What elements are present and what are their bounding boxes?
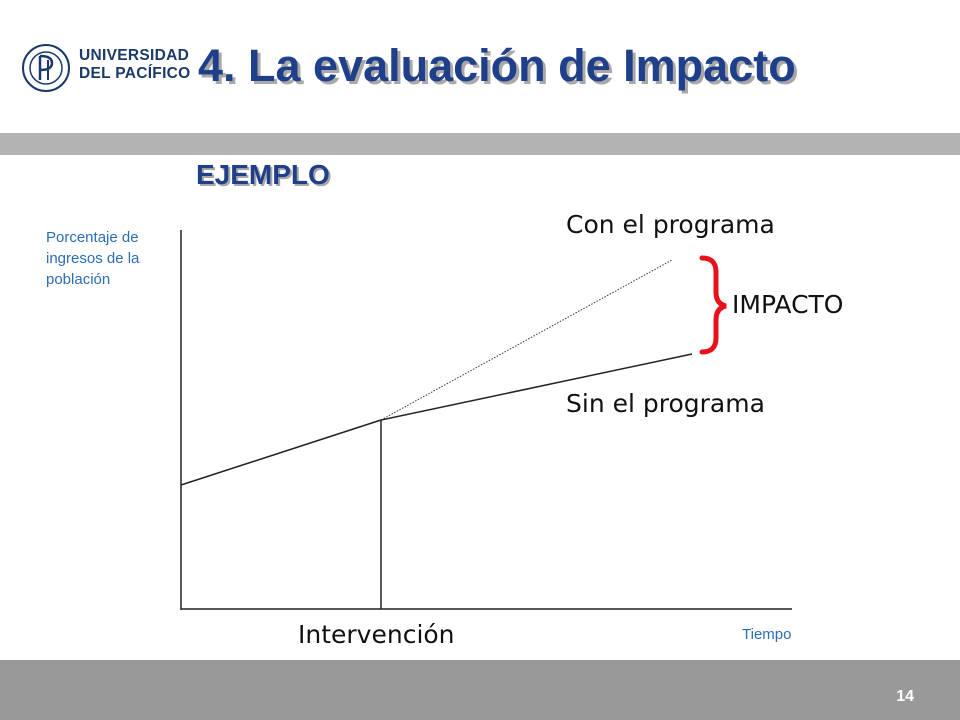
logo-line-2: DEL PACÍFICO (79, 65, 191, 82)
impact-label: IMPACTO (732, 290, 844, 319)
logo-line-1: UNIVERSIDAD (79, 47, 190, 64)
without-program-line (380, 353, 693, 421)
footer-bar: 14 (0, 660, 960, 720)
x-axis-label: Tiempo (742, 626, 792, 643)
header-band (0, 133, 960, 155)
university-seal-icon (22, 44, 70, 92)
with-program-line (380, 259, 673, 421)
slide-title: 4. La evaluación de Impacto (198, 40, 796, 91)
intervention-label: Intervención (298, 620, 455, 649)
page-number: 14 (896, 688, 914, 705)
without-program-label: Sin el programa (566, 389, 765, 418)
impact-brace (699, 255, 727, 355)
university-logo: UNIVERSIDAD DEL PACÍFICO (22, 42, 190, 98)
slide-subtitle: EJEMPLO (196, 159, 330, 190)
y-axis-label: Porcentaje de ingresos de la población (46, 229, 140, 288)
baseline-trend-line (180, 419, 382, 486)
with-program-label: Con el programa (566, 210, 775, 239)
